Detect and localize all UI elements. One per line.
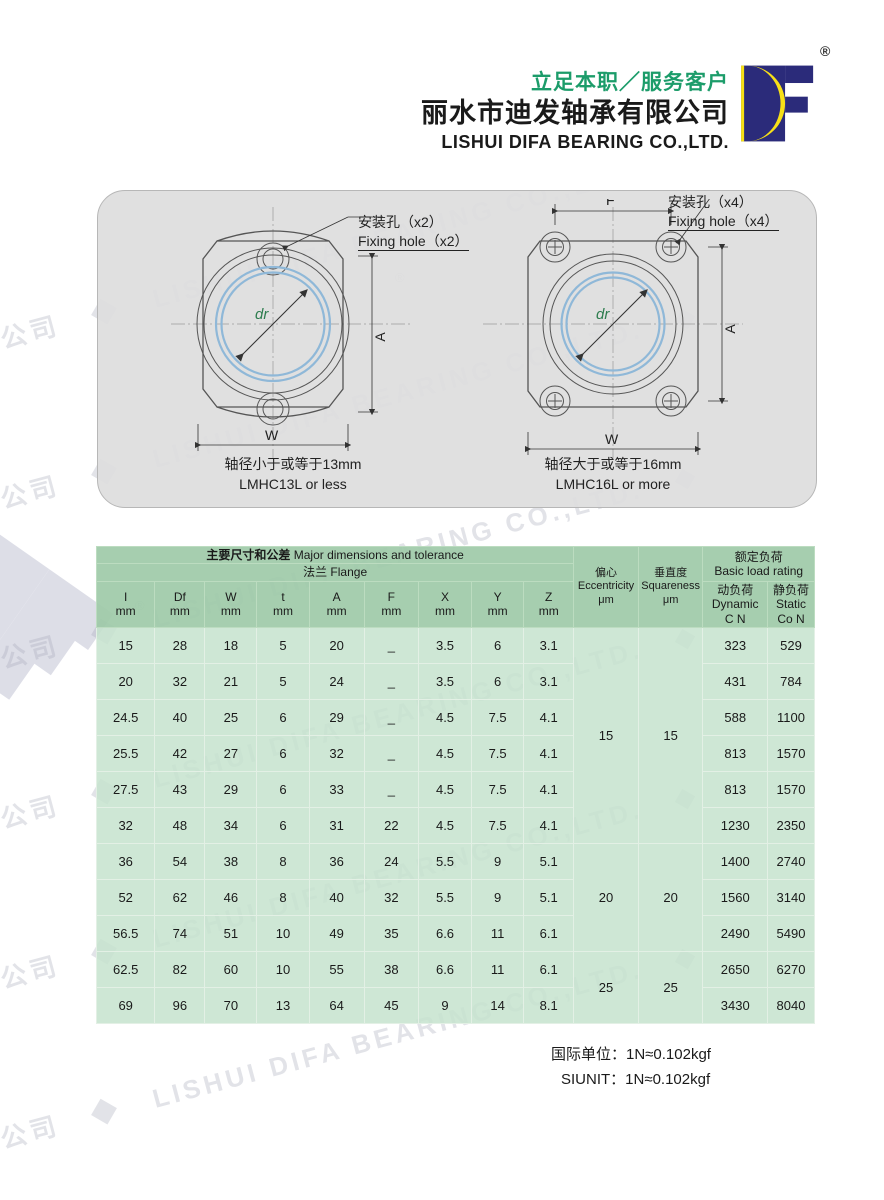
svg-text:A: A — [372, 332, 388, 342]
svg-text:dr: dr — [255, 306, 269, 323]
svg-text:dr: dr — [596, 306, 610, 323]
svg-text:F: F — [606, 199, 615, 208]
svg-text:W: W — [605, 431, 619, 447]
svg-text:W: W — [265, 427, 279, 443]
svg-text:A: A — [722, 324, 738, 334]
